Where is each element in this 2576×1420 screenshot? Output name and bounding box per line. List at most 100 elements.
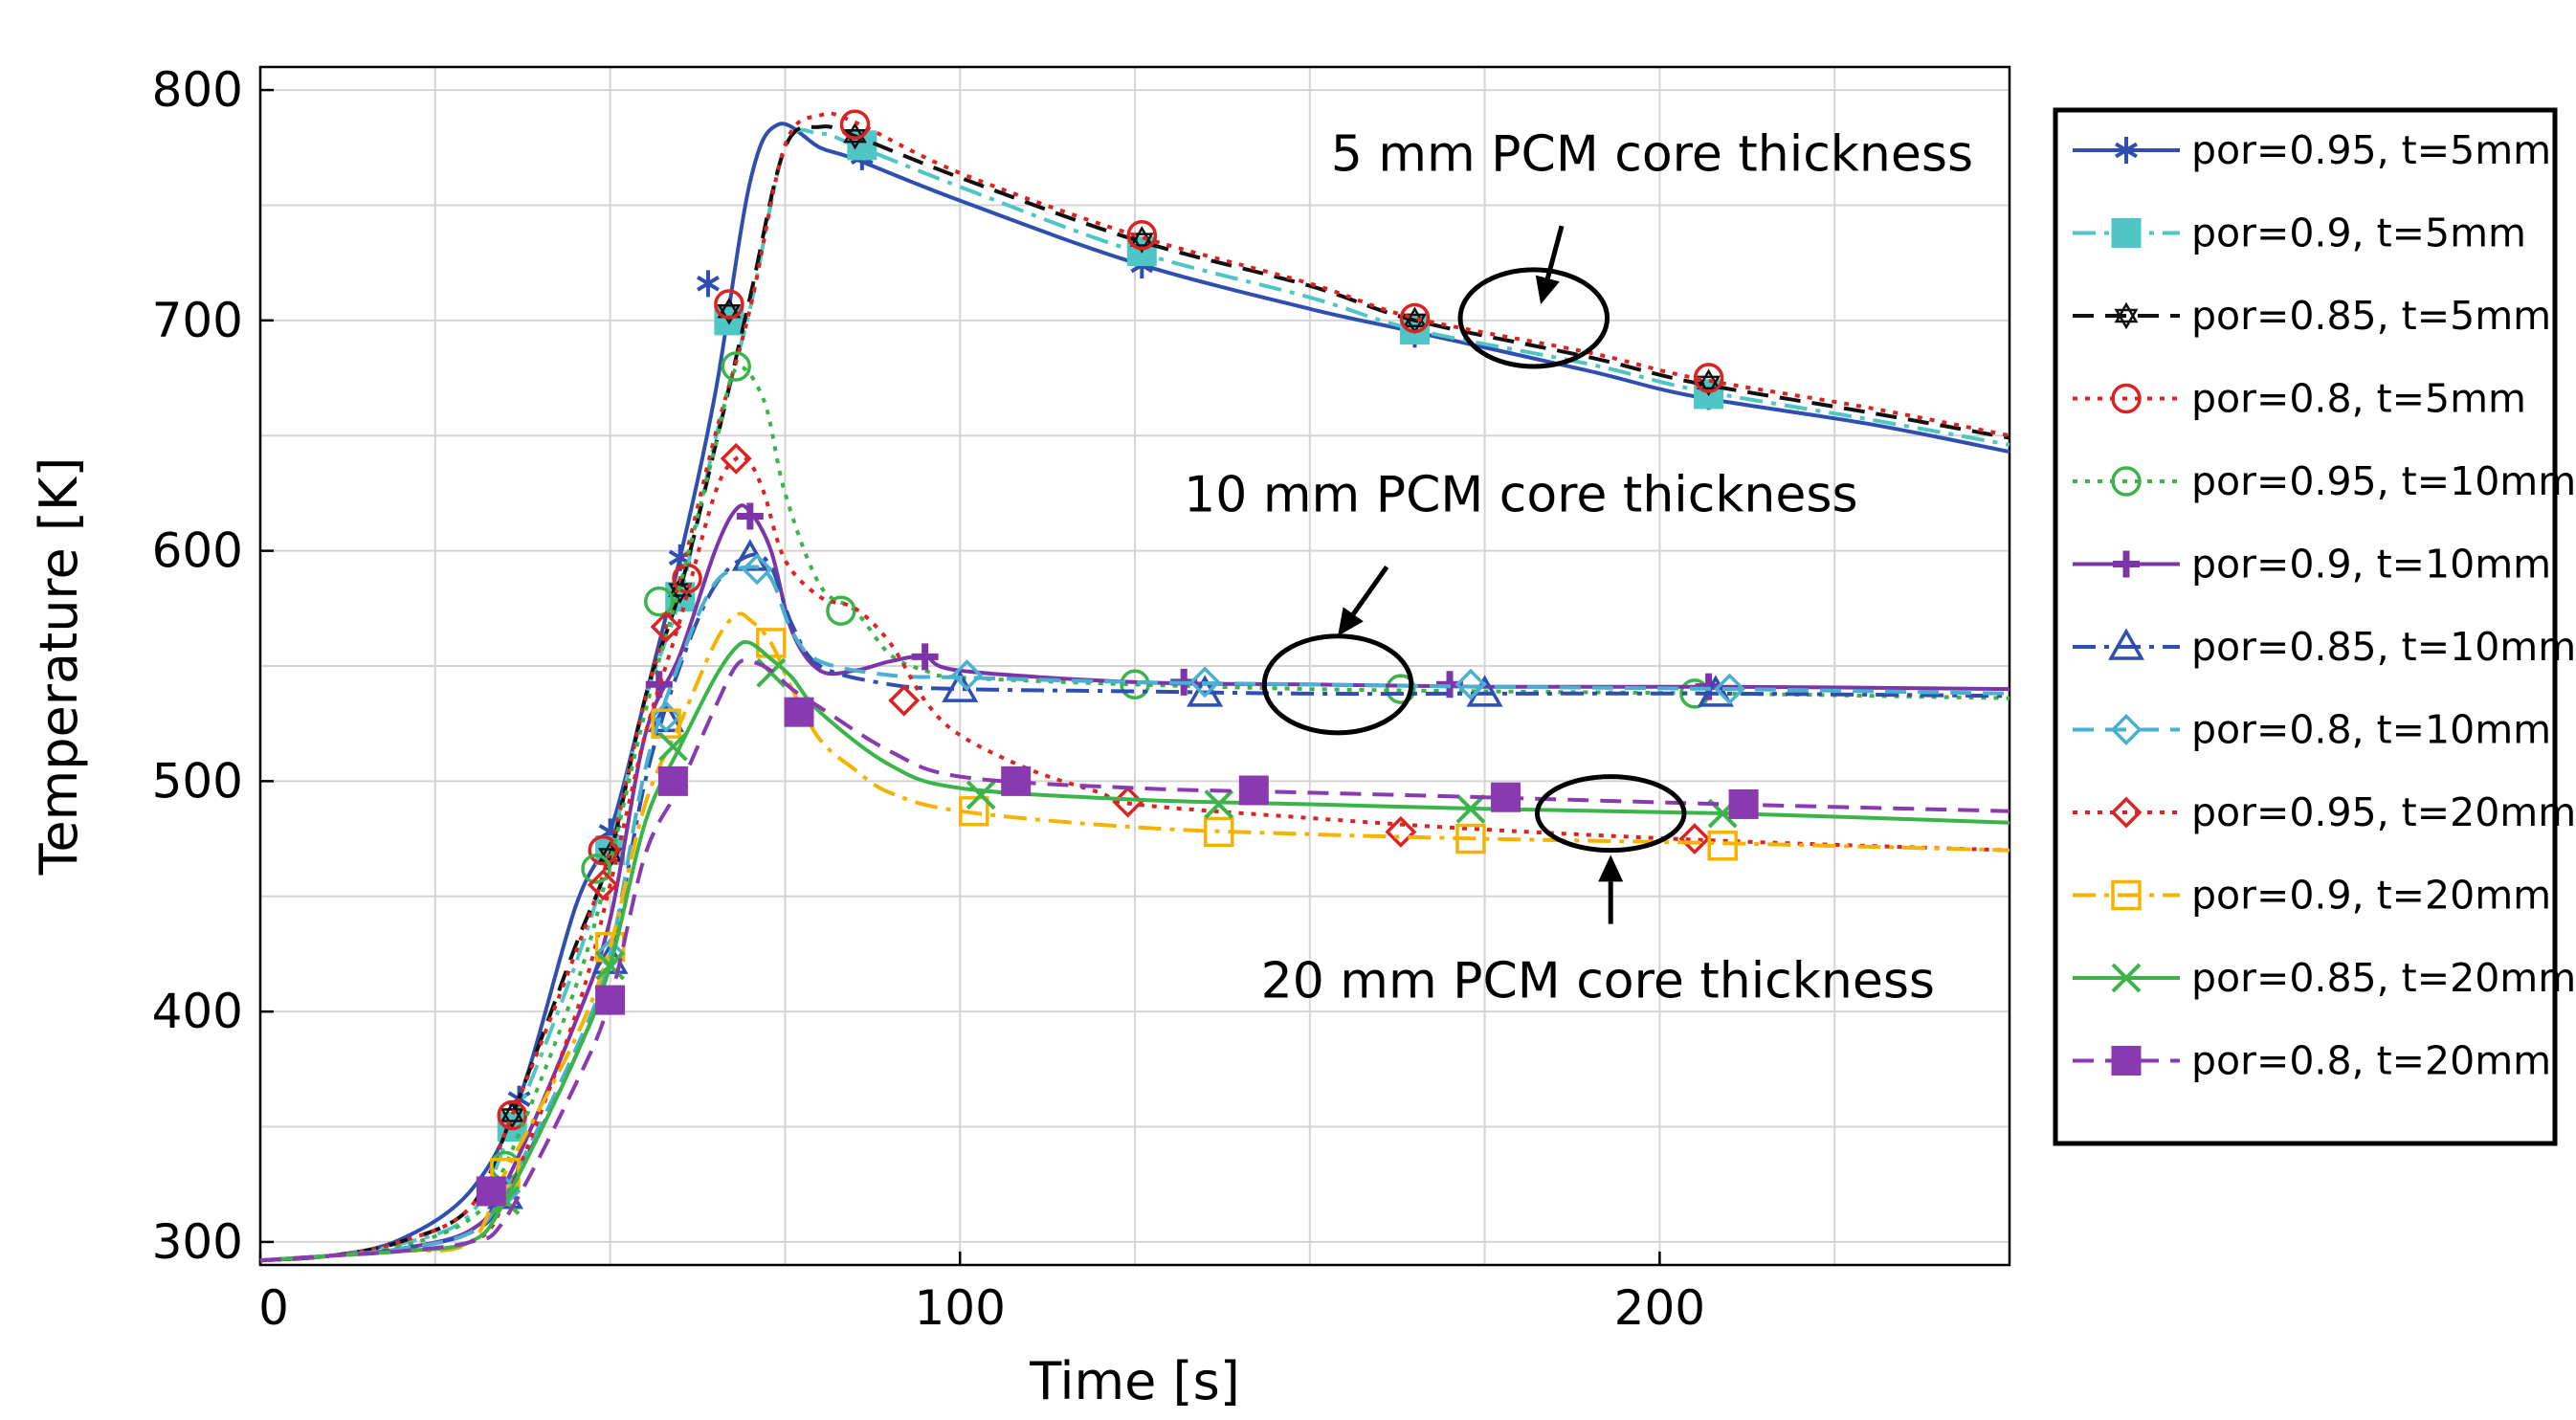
legend-marker [2111,218,2142,248]
legend-label: por=0.9, t=5mm [2191,211,2526,256]
legend-label: por=0.8, t=20mm [2191,1038,2551,1084]
y-tick-label: 800 [152,62,243,118]
annotation-label: 20 mm PCM core thickness [1261,953,1935,1010]
data-point [839,109,871,140]
data-point [1187,675,1224,707]
legend: por=0.95, t=5mm por=0.9, t=5mm por=0.85, t… [2053,107,2576,1146]
annotation-arrowhead [1598,854,1624,882]
data-point [500,1101,524,1129]
data-point [714,289,744,320]
data-point [1126,220,1158,251]
annotation-ellipse [1457,267,1610,369]
data-point [657,765,688,796]
legend-marker [2110,714,2143,745]
legend-entry-12: por=0.8, t=20mm [2073,1038,2551,1084]
legend-label: por=0.95, t=5mm [2191,127,2551,173]
legend-marker [2115,137,2138,164]
annotation-3: 20 mm PCM core thickness [1261,774,1935,1010]
legend-entry-1: por=0.95, t=5mm [2073,127,2551,173]
data-point [1455,793,1486,824]
legend-marker [2111,879,2142,911]
series-line [259,639,2010,1263]
legend-label: por=0.9, t=10mm [2191,542,2551,588]
data-point [1491,782,1521,812]
legend-entry-6: por=0.9, t=10mm [2073,542,2551,588]
legend-entry-8: por=0.8, t=10mm [2073,707,2551,753]
data-point [1188,666,1221,699]
series-line [259,365,2010,1263]
series-line [259,503,2010,1263]
data-point [888,684,921,717]
data-point [741,553,773,586]
annotation-arrow [1351,566,1389,616]
data-point [644,586,675,617]
series-line [259,454,2010,1263]
data-point [1714,673,1745,705]
legend-marker [2113,550,2140,578]
data-point [959,795,989,827]
legend-label: por=0.85, t=20mm [2191,955,2576,1001]
axis-ticks: 0 100 200 300 400 500 600 700 800 [152,62,1706,1336]
data-point [720,442,752,475]
data-point [736,502,764,530]
data-point [756,628,787,658]
legend-entry-9: por=0.95, t=20mm [2073,789,2576,835]
annotation-arrowhead [1338,607,1364,636]
data-point [951,659,983,692]
legend-entry-3: por=0.85, t=5mm [2073,293,2551,339]
series-line [259,658,2010,1263]
legend-label: por=0.85, t=10mm [2191,624,2576,670]
annotations-layer: 5 mm PCM core thickness 10 mm PCM core th… [1184,125,1973,1010]
data-point [650,700,682,733]
data-point [1203,816,1234,848]
data-point [784,697,814,727]
data-point [595,985,626,1015]
data-point [1728,788,1759,819]
legend-marker [2110,796,2143,829]
data-point [1678,823,1711,855]
legend-box [2053,107,2558,1146]
data-point [911,643,939,671]
data-point [650,610,682,643]
legend-marker [2114,301,2139,330]
annotation-1: 5 mm PCM core thickness [1331,125,1973,369]
series-line [259,111,2010,1263]
legend-marker [2111,466,2142,497]
annotation-arrowhead [1535,275,1560,304]
annotation-label: 10 mm PCM core thickness [1184,467,1857,524]
legend-label: por=0.9, t=20mm [2191,873,2551,919]
legend-entry-2: por=0.9, t=5mm [2073,211,2526,256]
x-tick-label: 0 [258,1280,289,1336]
legend-marker [2111,963,2142,993]
annotation-label: 5 mm PCM core thickness [1331,125,1973,183]
data-point [1399,302,1431,334]
data-point [1455,823,1486,854]
series-12 [259,658,2010,1263]
data-point [843,122,867,150]
annotation-2: 10 mm PCM core thickness [1184,467,1858,736]
data-point [476,1176,506,1207]
annotation-ellipse [1534,774,1687,854]
plot-frame [258,65,2011,1267]
legend-label: por=0.8, t=10mm [2191,707,2551,753]
series-5 [259,351,2010,1263]
data-point [587,869,619,901]
legend-marker [2111,383,2142,414]
x-tick-label: 200 [1614,1280,1705,1336]
series-layer [259,109,2010,1263]
series-9 [259,442,2010,1263]
legend-entry-11: por=0.85, t=20mm [2073,955,2576,1001]
data-point [721,351,751,382]
legend-label: por=0.8, t=5mm [2191,376,2526,422]
x-axis-label: Time [s] [1029,1351,1240,1411]
legend-entry-4: por=0.8, t=5mm [2073,376,2526,422]
data-point [826,595,856,626]
legend-marker [2111,1046,2142,1076]
y-tick-label: 300 [152,1214,243,1270]
data-point [595,950,626,981]
legend-entry-7: por=0.85, t=10mm [2073,624,2576,670]
data-point [1693,363,1724,393]
annotation-arrow [1544,225,1565,279]
y-tick-label: 700 [152,293,243,348]
